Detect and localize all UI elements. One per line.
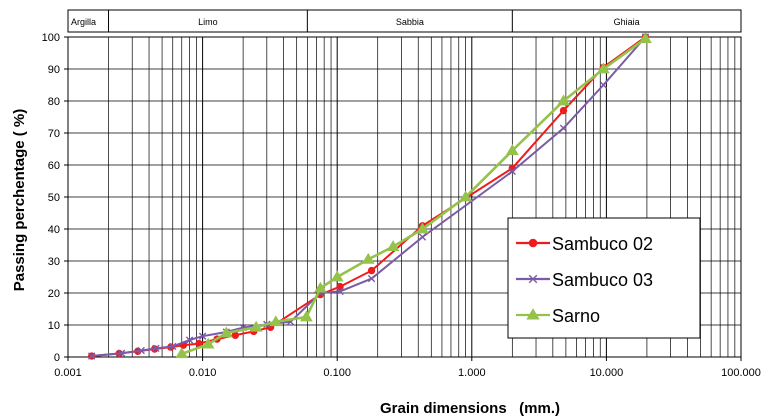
y-tick-label: 80 [48,96,60,108]
y-tick-label: 70 [48,128,60,140]
legend: Sambuco 02 Sambuco 03 Sarno [507,217,701,339]
x-tick-label: 10.000 [590,367,624,379]
y-tick-label: 20 [48,288,60,300]
data-point [314,281,327,293]
x-tick-label: 0.010 [189,367,217,379]
data-point [169,342,177,351]
data-point [152,344,160,353]
data-point [367,266,376,275]
data-point [559,106,568,115]
data-point [249,320,263,332]
data-point [597,62,610,74]
legend-item: Sambuco 02 [516,234,653,254]
x-axis-title: Grain dimensions (mm.) [380,400,560,417]
y-tick-label: 90 [48,64,60,76]
data-point [361,252,375,264]
data-point [416,222,429,234]
data-point [219,326,233,338]
legend-item: Sambuco 03 [516,270,653,290]
x-tick-label: 100.000 [721,367,761,379]
soil-band-label: Sabbia [396,17,424,27]
legend-marker [526,308,540,320]
y-tick-label: 50 [48,192,60,204]
soil-band-label: Limo [198,17,218,27]
x-tick-label: 0.001 [54,367,82,379]
y-tick-label: 40 [48,224,60,236]
y-axis-ticks: 0 10 20 30 40 50 60 70 80 90 100 [42,32,68,364]
data-point [459,190,473,202]
soil-band-label: Ghiaia [614,17,640,27]
legend-label: Sambuco 02 [552,234,653,254]
data-series [88,32,652,360]
data-point [88,352,96,360]
data-point [198,332,207,340]
data-point [299,310,313,322]
y-tick-label: 0 [54,352,60,364]
plot-grid [68,37,741,357]
series-sarno [175,32,652,359]
data-point [639,32,652,43]
y-tick-label: 60 [48,160,60,172]
legend-item: Sarno [516,306,600,326]
legend-marker [528,238,538,248]
y-tick-label: 10 [48,320,60,332]
data-point [336,287,344,296]
data-point [137,346,145,355]
data-point [559,124,568,132]
x-axis-ticks: 0.001 0.010 0.100 1.000 10.000 100.000 [54,357,761,379]
data-point [336,282,344,291]
y-tick-label: 30 [48,256,60,268]
soil-classification-bar: Argilla Limo Sabbia Ghiaia [67,9,742,33]
data-point [117,349,126,357]
y-axis-title: Passing perchentage ( %) [11,109,28,292]
y-tick-label: 100 [42,32,60,44]
x-tick-label: 1.000 [458,367,486,379]
data-point [185,336,194,344]
data-point [386,240,400,251]
data-point [367,274,376,283]
series-line [181,37,647,356]
legend-label: Sambuco 03 [552,270,653,290]
data-point [269,315,283,327]
data-point [599,81,608,89]
data-point [201,337,215,349]
data-point [508,167,517,176]
data-point [557,94,570,106]
x-tick-label: 0.100 [323,367,351,379]
data-point [505,144,519,155]
data-point [330,270,344,282]
data-point [175,347,189,359]
legend-label: Sarno [552,306,600,326]
series-sambuco-03 [88,33,650,360]
soil-bar-frame [67,9,742,33]
data-point [418,233,427,241]
soil-band-label: Argilla [71,17,96,27]
legend-marker [528,274,538,284]
